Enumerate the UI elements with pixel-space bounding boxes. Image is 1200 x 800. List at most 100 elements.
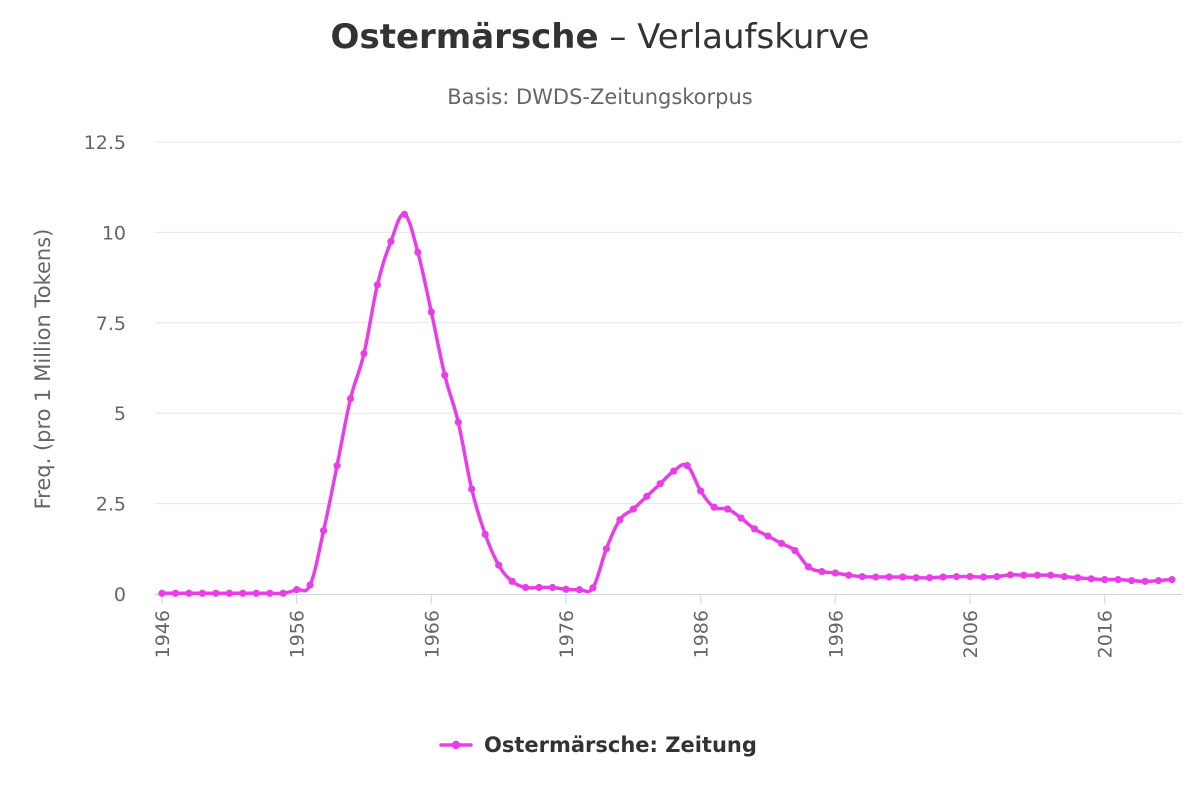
data-point[interactable]: [1060, 573, 1068, 581]
data-point[interactable]: [373, 281, 382, 289]
data-point[interactable]: [212, 589, 220, 597]
data-point[interactable]: [926, 574, 934, 582]
data-point[interactable]: [387, 237, 395, 246]
data-point[interactable]: [400, 210, 408, 218]
data-point[interactable]: [791, 547, 799, 555]
data-point[interactable]: [656, 480, 664, 488]
data-point[interactable]: [1101, 575, 1109, 584]
x-tick-label: 2006: [960, 610, 982, 658]
data-point[interactable]: [306, 581, 314, 589]
legend-label: Ostermärsche: Zeitung: [484, 733, 757, 757]
data-point[interactable]: [427, 308, 435, 316]
data-point[interactable]: [1074, 574, 1082, 582]
data-point[interactable]: [939, 573, 947, 581]
data-point[interactable]: [279, 589, 287, 597]
data-point[interactable]: [414, 248, 422, 256]
data-point[interactable]: [239, 589, 247, 597]
data-point[interactable]: [885, 573, 893, 581]
data-point[interactable]: [225, 589, 233, 597]
data-point[interactable]: [697, 487, 705, 495]
data-point[interactable]: [495, 561, 503, 569]
chart-title: Ostermärsche – Verlaufskurve: [331, 17, 870, 57]
chart-title-rest: Verlaufskurve: [637, 17, 869, 57]
data-point[interactable]: [777, 539, 786, 547]
x-tick-label: 1946: [152, 610, 174, 658]
data-point[interactable]: [1141, 577, 1149, 585]
data-point[interactable]: [683, 462, 691, 470]
chart-subtitle: Basis: DWDS-Zeitungskorpus: [447, 85, 753, 109]
y-axis-ticks: 0 2.5 5 7.5 10 12.5: [84, 132, 126, 606]
data-point[interactable]: [643, 492, 651, 500]
x-axis-ticks: 1946 1956 1966 1976 1986 1996 2006 2016: [152, 594, 1117, 658]
x-tick-label: 2016: [1095, 610, 1117, 658]
data-point[interactable]: [481, 530, 489, 538]
data-point[interactable]: [952, 573, 961, 581]
data-point[interactable]: [872, 573, 880, 581]
data-point[interactable]: [629, 505, 637, 513]
x-tick-label: 1986: [691, 610, 713, 658]
data-point[interactable]: [724, 505, 732, 513]
data-point[interactable]: [320, 527, 328, 535]
data-point[interactable]: [562, 585, 570, 593]
data-point[interactable]: [508, 577, 516, 585]
data-point[interactable]: [670, 467, 678, 475]
data-point[interactable]: [804, 563, 813, 571]
data-point[interactable]: [750, 525, 759, 533]
x-tick-label: 1966: [421, 610, 443, 658]
chart-title-separator: –: [599, 17, 638, 57]
x-tick-label: 1956: [287, 610, 309, 658]
data-point[interactable]: [1047, 571, 1055, 579]
data-point[interactable]: [1087, 575, 1095, 583]
data-point[interactable]: [548, 583, 557, 592]
data-point[interactable]: [1020, 571, 1028, 579]
data-point[interactable]: [1033, 571, 1041, 579]
data-point[interactable]: [602, 545, 611, 553]
data-point[interactable]: [266, 589, 274, 597]
data-point[interactable]: [1154, 577, 1163, 585]
data-point[interactable]: [899, 573, 907, 581]
data-point[interactable]: [1128, 577, 1136, 585]
data-point[interactable]: [979, 573, 988, 581]
data-point[interactable]: [171, 589, 180, 597]
y-axis-title: Freq. (pro 1 Million Tokens): [31, 229, 55, 510]
series-line: [160, 212, 1174, 596]
data-point[interactable]: [346, 395, 355, 403]
data-point[interactable]: [333, 462, 341, 470]
data-point[interactable]: [185, 589, 193, 597]
data-point[interactable]: [764, 532, 772, 540]
data-point[interactable]: [616, 516, 624, 524]
grid-lines: [155, 141, 1182, 505]
data-point[interactable]: [710, 503, 718, 511]
data-point[interactable]: [589, 584, 597, 592]
data-point[interactable]: [1168, 575, 1176, 584]
data-point[interactable]: [575, 586, 584, 594]
data-point[interactable]: [252, 589, 260, 597]
data-point[interactable]: [454, 418, 462, 426]
data-point[interactable]: [845, 571, 853, 579]
chart-title-term: Ostermärsche: [331, 17, 599, 57]
data-point[interactable]: [198, 589, 206, 597]
data-point[interactable]: [441, 371, 449, 379]
y-tick-label: 2.5: [96, 494, 126, 516]
data-point[interactable]: [158, 589, 166, 597]
data-point[interactable]: [993, 573, 1001, 581]
data-point[interactable]: [293, 586, 301, 594]
data-point[interactable]: [522, 583, 530, 592]
y-tick-label: 10: [102, 222, 126, 244]
data-point[interactable]: [737, 514, 745, 522]
data-point[interactable]: [468, 485, 476, 493]
data-point[interactable]: [831, 569, 839, 577]
data-point[interactable]: [912, 574, 920, 582]
y-tick-label: 5: [114, 403, 126, 425]
data-point[interactable]: [360, 349, 368, 358]
data-point[interactable]: [818, 567, 826, 576]
data-point[interactable]: [1114, 575, 1122, 584]
data-point[interactable]: [535, 583, 543, 592]
data-point[interactable]: [858, 573, 866, 581]
data-point[interactable]: [1006, 571, 1015, 579]
data-point[interactable]: [966, 573, 974, 581]
legend[interactable]: Ostermärsche: Zeitung: [439, 733, 757, 757]
y-tick-label: 7.5: [96, 313, 126, 335]
